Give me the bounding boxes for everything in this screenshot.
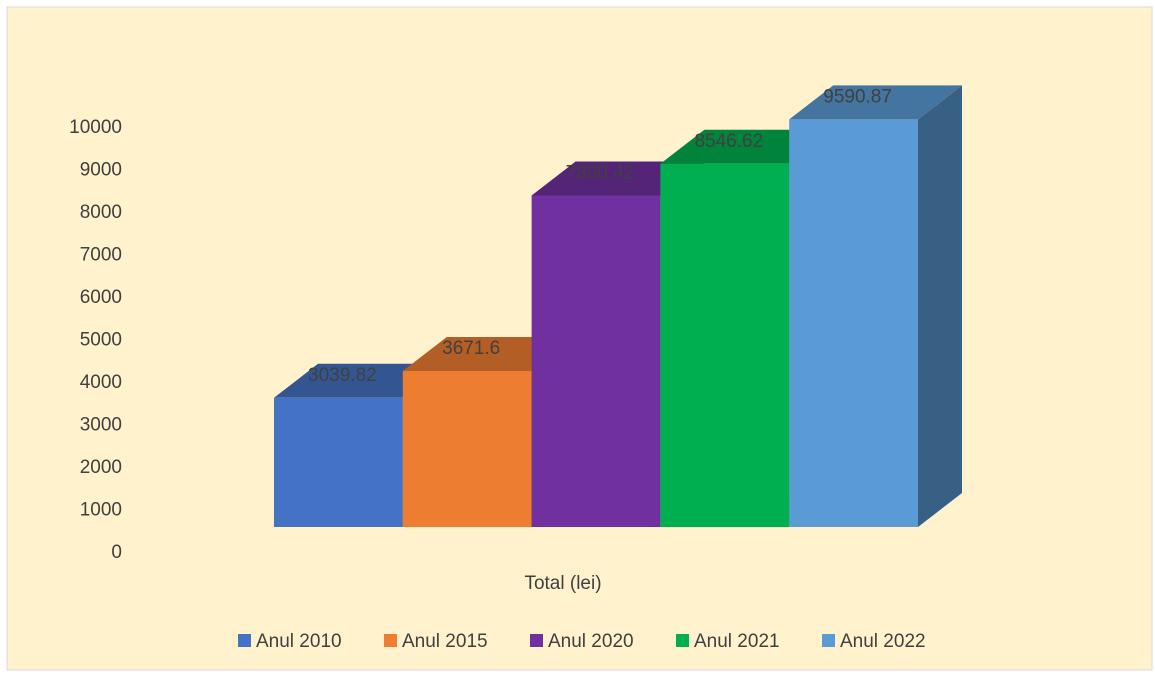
legend-swatch xyxy=(822,634,835,647)
y-tick-label: 6000 xyxy=(80,287,122,308)
legend-label: Anul 2015 xyxy=(402,631,488,652)
bar xyxy=(531,195,661,527)
bar xyxy=(402,370,532,527)
legend-label: Anul 2021 xyxy=(694,631,780,652)
y-tick-label: 0 xyxy=(111,542,122,563)
data-label: 9590.87 xyxy=(823,86,892,107)
legend-swatch xyxy=(384,634,397,647)
legend-label: Anul 2020 xyxy=(548,631,634,652)
y-tick-label: 7000 xyxy=(80,245,122,266)
y-tick-label: 2000 xyxy=(80,457,122,478)
y-tick-label: 1000 xyxy=(80,500,122,521)
y-tick-label: 8000 xyxy=(80,202,122,223)
bar xyxy=(274,397,403,527)
data-label: 8546.62 xyxy=(694,131,763,152)
data-label: 7800.42 xyxy=(566,162,635,183)
y-tick-label: 4000 xyxy=(80,372,122,393)
bar-top xyxy=(789,85,962,120)
y-tick-label: 5000 xyxy=(80,330,122,351)
legend-swatch xyxy=(238,634,251,647)
data-label: 3039.82 xyxy=(308,365,377,386)
y-tick-label: 10000 xyxy=(69,117,122,138)
bar xyxy=(660,163,790,527)
y-tick-label: 9000 xyxy=(80,160,122,181)
y-tick-label: 3000 xyxy=(80,415,122,436)
bar-side xyxy=(918,85,962,527)
bar xyxy=(789,119,918,527)
x-tick-label: Total (lei) xyxy=(524,573,601,594)
legend-swatch xyxy=(676,634,689,647)
legend-label: Anul 2022 xyxy=(840,631,926,652)
legend-label: Anul 2010 xyxy=(256,631,342,652)
legend-swatch xyxy=(530,634,543,647)
data-label: 3671.6 xyxy=(442,338,500,359)
